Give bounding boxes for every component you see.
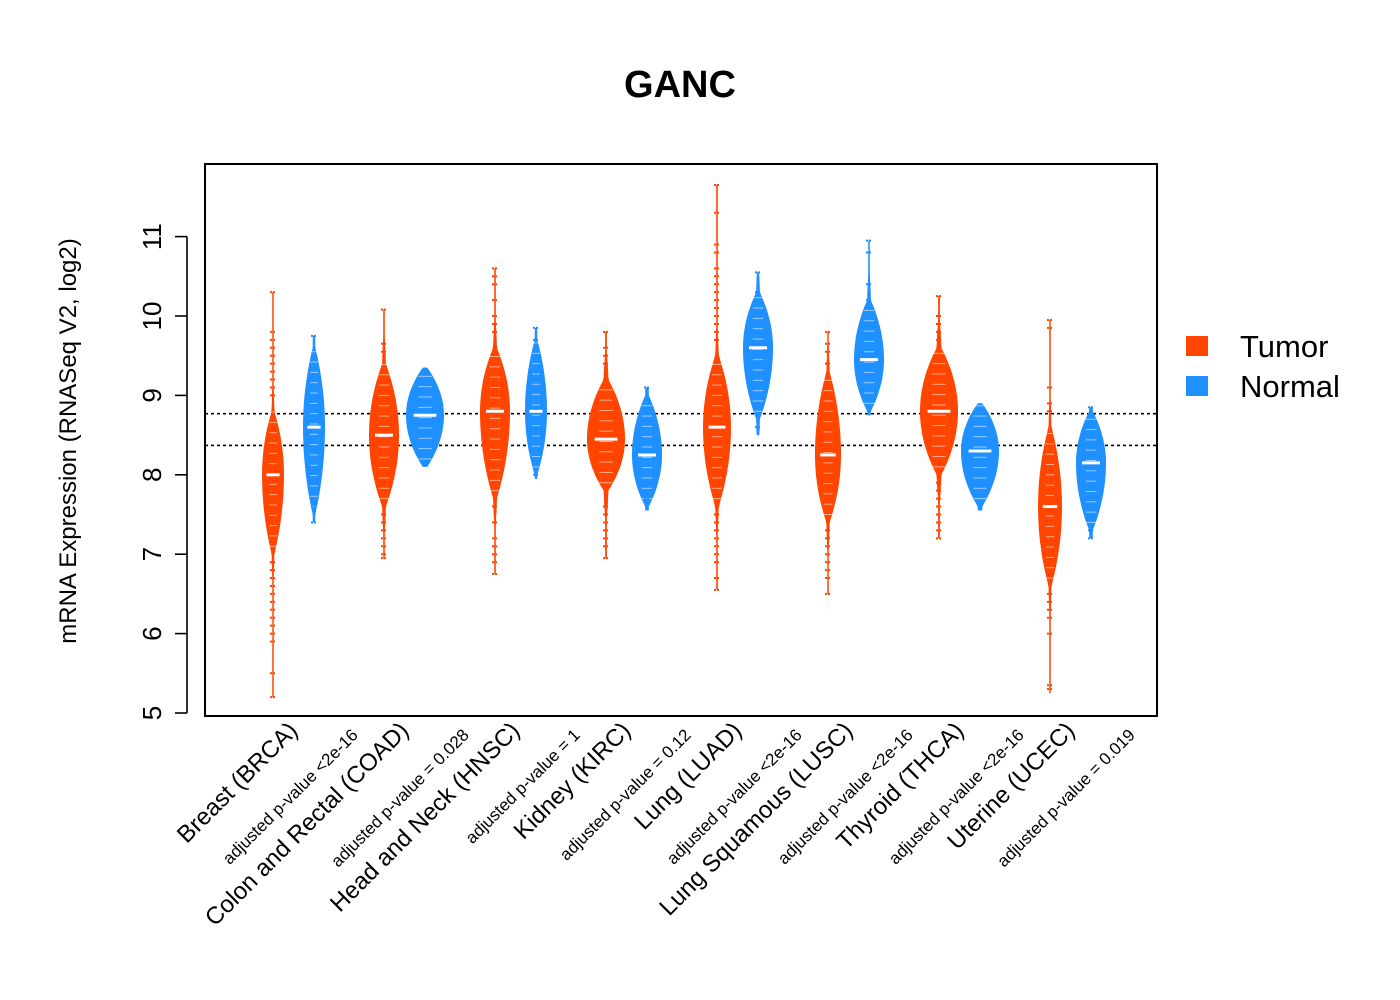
tumor-violin [480, 267, 510, 576]
legend-label-tumor: Tumor [1240, 329, 1328, 364]
normal-violin-body [632, 387, 662, 511]
tumor-violin [815, 330, 841, 595]
tumor-violin [920, 295, 958, 540]
y-tick-label: 10 [137, 302, 167, 331]
legend-swatch-tumor [1186, 336, 1208, 356]
tumor-violin-body [587, 331, 625, 559]
legend-swatch-normal [1186, 376, 1208, 396]
y-tick-label: 8 [137, 468, 167, 482]
legend-label-normal: Normal [1240, 369, 1340, 404]
tumor-violin-body [480, 268, 510, 574]
tumor-violin [262, 291, 284, 699]
normal-violin [743, 271, 773, 436]
y-tick-label: 9 [137, 388, 167, 402]
tumor-violin [1038, 318, 1062, 694]
y-tick-label: 5 [137, 706, 167, 720]
normal-violin-body [303, 335, 325, 523]
tumor-violin [587, 330, 625, 560]
normal-violin-body [854, 240, 884, 416]
y-tick-label: 7 [137, 547, 167, 561]
normal-violin [406, 367, 444, 467]
normal-violin [1076, 406, 1106, 540]
tumor-violin [369, 308, 399, 560]
y-axis-label: mRNA Expression (RNASeq V2, log2) [55, 238, 82, 644]
tumor-violin-body [920, 296, 958, 539]
normal-violin-body [743, 272, 773, 436]
normal-violin [632, 386, 662, 511]
normal-violin-body [525, 327, 547, 479]
normal-violin [303, 334, 325, 524]
normal-violin-body [1076, 407, 1106, 539]
plot-frame [204, 163, 1158, 717]
normal-violin [525, 326, 547, 479]
y-tick-label: 6 [137, 626, 167, 640]
normal-violin [961, 403, 999, 511]
y-tick-label: 11 [137, 223, 167, 250]
normal-violin [854, 239, 884, 416]
tumor-violin-body [703, 185, 731, 590]
chart-title: GANC [624, 64, 736, 106]
tumor-violin [703, 183, 731, 591]
